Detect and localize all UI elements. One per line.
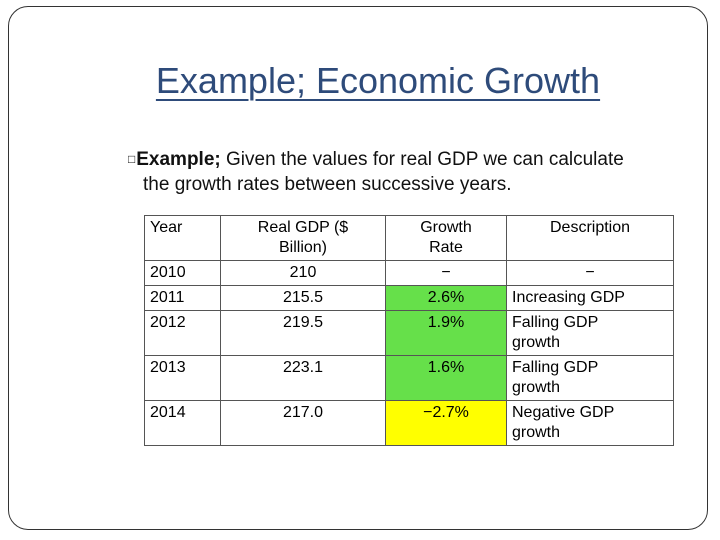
bullet-icon: □ bbox=[128, 152, 136, 166]
cell-description: Falling GDP growth bbox=[506, 310, 674, 356]
cell-year: 2013 bbox=[144, 355, 221, 401]
cell-gdp: 210 bbox=[220, 260, 386, 286]
cell-rate: 1.9% bbox=[385, 310, 507, 356]
header-gdp: Real GDP ($ Billion) bbox=[220, 215, 386, 261]
cell-description: Increasing GDP bbox=[506, 285, 674, 311]
cell-description: − bbox=[506, 260, 674, 286]
cell-year: 2010 bbox=[144, 260, 221, 286]
cell-year: 2014 bbox=[144, 400, 221, 446]
table-header-row: Year Real GDP ($ Billion) Growth Rate Desc… bbox=[144, 215, 674, 261]
cell-desc-line2: growth bbox=[512, 424, 561, 441]
cell-rate: 1.6% bbox=[385, 355, 507, 401]
bullet-bold-lead: Example; bbox=[136, 149, 221, 170]
header-description: Description bbox=[506, 215, 674, 261]
table-row: 2010 210 − − bbox=[144, 260, 674, 286]
table-row: 2012 219.5 1.9% Falling GDP growth bbox=[144, 310, 674, 356]
header-rate-line1: Growth bbox=[420, 219, 472, 236]
cell-gdp: 217.0 bbox=[220, 400, 386, 446]
table-row: 2013 223.1 1.6% Falling GDP growth bbox=[144, 355, 674, 401]
bullet-line-1: □Example; Given the values for real GDP … bbox=[128, 148, 688, 173]
bullet-text-1: Given the values for real GDP we can cal… bbox=[220, 149, 624, 170]
header-gdp-line2: Billion) bbox=[278, 239, 327, 256]
page-title: Example; Economic Growth bbox=[155, 60, 601, 101]
cell-rate: −2.7% bbox=[385, 400, 507, 446]
header-growth-rate: Growth Rate bbox=[385, 215, 507, 261]
cell-desc-line2: growth bbox=[512, 379, 561, 396]
cell-gdp: 219.5 bbox=[220, 310, 386, 356]
cell-gdp: 215.5 bbox=[220, 285, 386, 311]
cell-desc-line1: Falling GDP bbox=[512, 359, 599, 376]
gdp-table: Year Real GDP ($ Billion) Growth Rate Desc… bbox=[144, 215, 674, 446]
cell-desc-line1: Increasing GDP bbox=[512, 289, 625, 306]
cell-rate: − bbox=[385, 260, 507, 286]
cell-desc-line2: growth bbox=[512, 334, 561, 351]
cell-description: Falling GDP growth bbox=[506, 355, 674, 401]
cell-year: 2012 bbox=[144, 310, 221, 356]
header-gdp-line1: Real GDP ($ bbox=[257, 219, 349, 236]
header-year: Year bbox=[144, 215, 221, 261]
header-rate-line2: Rate bbox=[429, 239, 463, 256]
cell-year: 2011 bbox=[144, 285, 221, 311]
bullet-paragraph: □Example; Given the values for real GDP … bbox=[128, 148, 688, 197]
cell-gdp: 223.1 bbox=[220, 355, 386, 401]
table-row: 2014 217.0 −2.7% Negative GDP growth bbox=[144, 400, 674, 446]
bullet-line-2: the growth rates between successive year… bbox=[143, 174, 512, 195]
cell-desc-line1: Negative GDP bbox=[512, 404, 615, 421]
cell-desc-line1: − bbox=[585, 264, 595, 281]
table-row: 2011 215.5 2.6% Increasing GDP bbox=[144, 285, 674, 311]
cell-rate: 2.6% bbox=[385, 285, 507, 311]
cell-description: Negative GDP growth bbox=[506, 400, 674, 446]
cell-desc-line1: Falling GDP bbox=[512, 314, 599, 331]
